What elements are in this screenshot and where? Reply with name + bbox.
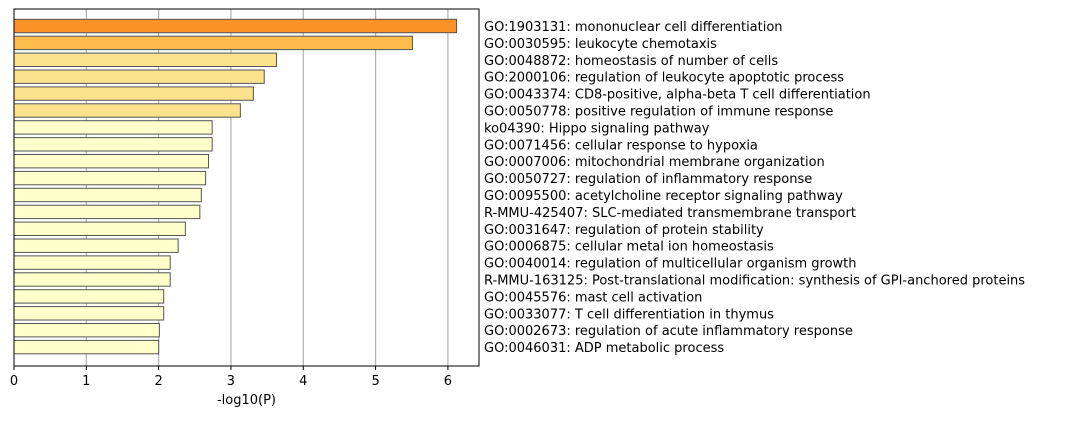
bar: [13, 137, 213, 152]
bar: [13, 187, 202, 203]
bar: [13, 86, 254, 101]
category-label: GO:0045576: mast cell activation: [484, 290, 702, 305]
bar-layer: [13, 18, 458, 355]
bar: [13, 120, 213, 135]
bar: [13, 339, 160, 355]
category-label: GO:0043374: CD8-positive, alpha-beta T c…: [484, 88, 871, 103]
x-tick-label: 6: [444, 374, 452, 389]
category-label: GO:0040014: regulation of multicellular …: [484, 257, 857, 272]
bar: [13, 204, 201, 220]
bar: [13, 289, 165, 304]
category-label: GO:0006875: cellular metal ion homeostas…: [484, 240, 774, 255]
category-label: GO:0048872: homeostasis of number of cel…: [484, 54, 778, 69]
category-label: ko04390: Hippo signaling pathway: [484, 121, 710, 136]
x-tick-label: 1: [82, 374, 90, 389]
bar: [13, 255, 171, 270]
category-label: R-MMU-425407: SLC-mediated transmembrane…: [484, 206, 856, 221]
plot-frame: [13, 8, 480, 367]
category-label: GO:0095500: acetylcholine receptor signa…: [484, 189, 843, 204]
x-tick-label: 2: [154, 374, 162, 389]
bar: [13, 18, 458, 34]
bar: [13, 272, 171, 287]
bar: [13, 238, 179, 253]
bar: [13, 323, 160, 338]
x-tick-label: 0: [10, 374, 18, 389]
bar: [13, 170, 207, 186]
x-tick-label: 3: [227, 374, 235, 389]
bar: [13, 35, 413, 51]
category-label: GO:0046031: ADP metabolic process: [484, 341, 724, 356]
bar: [13, 306, 165, 321]
category-label: GO:0050778: positive regulation of immun…: [484, 105, 833, 120]
category-label: GO:1903131: mononuclear cell differentia…: [484, 20, 783, 35]
category-label: GO:0002673: regulation of acute inflamma…: [484, 324, 853, 339]
category-label: GO:2000106: regulation of leukocyte apop…: [484, 71, 844, 86]
x-tick-label: 4: [299, 374, 307, 389]
category-label: R-MMU-163125: Post-translational modific…: [484, 274, 1025, 289]
bar: [13, 221, 186, 237]
category-label: GO:0050727: regulation of inflammatory r…: [484, 172, 812, 187]
bar: [13, 103, 241, 118]
category-label: GO:0007006: mitochondrial membrane organ…: [484, 155, 825, 170]
category-label: GO:0071456: cellular response to hypoxia: [484, 138, 758, 153]
x-axis-ticks: 0 1 2 3 4 5 6: [10, 366, 452, 389]
bar: [13, 52, 278, 67]
category-label: GO:0030595: leukocyte chemotaxis: [484, 37, 717, 52]
x-tick-label: 5: [371, 374, 379, 389]
x-axis-label: -log10(P): [217, 393, 276, 408]
bar: [13, 154, 210, 169]
category-labels: GO:1903131: mononuclear cell differentia…: [484, 20, 1025, 356]
bar: [13, 69, 265, 84]
category-label: GO:0033077: T cell differentiation in th…: [484, 307, 774, 322]
category-label: GO:0031647: regulation of protein stabil…: [484, 223, 764, 238]
